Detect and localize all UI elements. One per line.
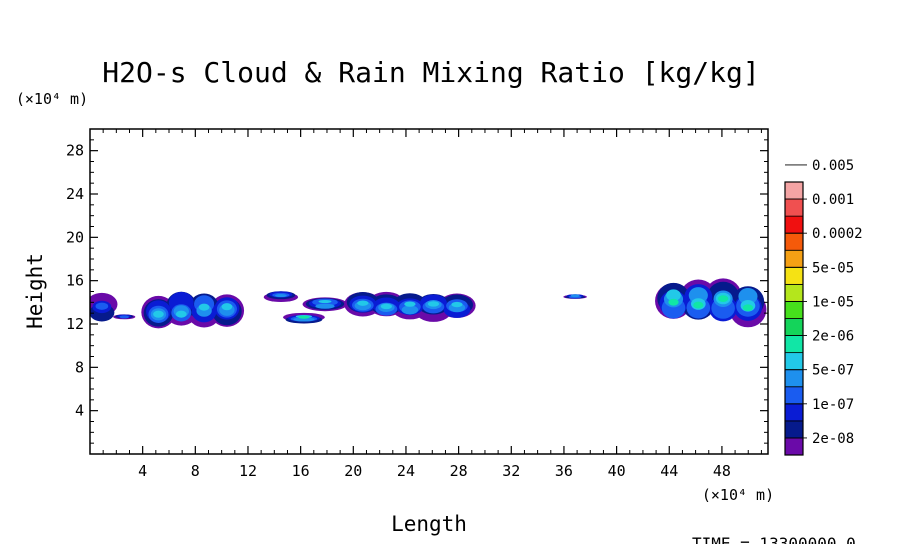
- y-tick-label: 8: [75, 358, 84, 376]
- x-tick-label: 20: [344, 462, 362, 480]
- cloud-contour: [570, 294, 580, 298]
- time-label: TIME = 13300000.0: [692, 534, 856, 544]
- colorbar-swatch: [784, 386, 804, 405]
- cloud-contour: [742, 304, 754, 312]
- y-axis-label: Height: [23, 253, 47, 329]
- x-tick-label: 4: [138, 462, 147, 480]
- cloud-contour: [668, 298, 679, 306]
- cloud-region: [563, 294, 587, 299]
- colorbar-label: 0.0002: [812, 226, 863, 242]
- cloud-region: [90, 292, 118, 322]
- colorbar-frame: [784, 181, 804, 456]
- cloud-field: [90, 278, 767, 329]
- cloud-contour: [688, 287, 708, 304]
- y-tick-label: 12: [66, 315, 84, 333]
- x-tick-label: 12: [239, 462, 257, 480]
- y-tick-label: 16: [66, 272, 84, 290]
- colorbar-swatch: [784, 249, 804, 268]
- chart-title: H2O-s Cloud & Rain Mixing Ratio [kg/kg]: [102, 56, 759, 89]
- colorbar-swatch: [784, 181, 804, 200]
- cloud-contour: [293, 317, 315, 322]
- cloud-contour: [119, 315, 130, 319]
- cloud-contour: [357, 300, 369, 306]
- cloud-contour: [427, 301, 440, 307]
- colorbar-label: 5e-07: [812, 363, 854, 379]
- colorbar-swatch: [784, 198, 804, 217]
- x-tick-label: 28: [450, 462, 468, 480]
- colorbar-swatch: [784, 420, 804, 439]
- colorbar-swatch: [784, 301, 804, 319]
- x-tick-label: 40: [608, 462, 626, 480]
- x-tick-label: 32: [502, 462, 520, 480]
- x-tick-label: 24: [397, 462, 415, 480]
- colorbar-label: 1e-07: [812, 397, 854, 413]
- cloud-contour: [298, 315, 310, 319]
- cloud-contour: [404, 301, 416, 307]
- colorbar-swatch: [784, 215, 804, 234]
- colorbar-swatch: [784, 403, 804, 422]
- colorbar-label: 2e-08: [812, 431, 854, 447]
- x-tick-label: 8: [191, 462, 200, 480]
- colorbar-swatch: [784, 437, 804, 456]
- cloud-contour: [401, 305, 419, 315]
- colorbar: 0.005 0.001 0.0002 5e-05 1e-05 2e-06 5e-07 1e-0…: [784, 158, 863, 456]
- cloud-region: [655, 278, 767, 328]
- cloud-contour: [380, 303, 393, 310]
- colorbar-swatch: [784, 335, 804, 354]
- cloud-region: [113, 314, 136, 320]
- cloud-contour: [718, 295, 729, 302]
- y-tick-label: 28: [66, 142, 84, 160]
- cloud-region: [344, 291, 476, 322]
- x-unit-label: (×10⁴ m): [702, 486, 774, 504]
- y-tick-label: 24: [66, 185, 84, 203]
- x-axis-label: Length: [391, 512, 467, 536]
- x-tick-label: 48: [713, 462, 731, 480]
- y-tick-label: 4: [75, 402, 84, 420]
- cloud-region: [283, 312, 325, 324]
- cloud-contour: [693, 301, 704, 309]
- cloud-contour: [153, 310, 164, 318]
- y-tick-label: 20: [66, 228, 84, 246]
- x-tick-label: 16: [292, 462, 310, 480]
- cloud-contour: [318, 299, 332, 304]
- colorbar-swatch: [784, 318, 804, 336]
- colorbar-swatch: [784, 352, 804, 371]
- colorbar-swatch: [784, 369, 804, 388]
- cloud-contour: [451, 301, 463, 308]
- colorbar-label: 2e-06: [812, 329, 854, 345]
- cloud-contour: [95, 302, 109, 310]
- cloud-region: [302, 297, 348, 312]
- cloud-contour: [221, 303, 233, 311]
- colorbar-swatch: [784, 283, 804, 302]
- cloud-contour: [315, 303, 335, 309]
- cloud-contour: [198, 303, 210, 311]
- cloud-region: [263, 291, 299, 303]
- cloud-contour: [274, 294, 287, 298]
- colorbar-label: 0.005: [812, 158, 854, 174]
- colorbar-swatch: [784, 232, 804, 251]
- x-tick-label: 36: [555, 462, 573, 480]
- y-unit-label: (×10⁴ m): [16, 90, 88, 108]
- colorbar-label: 0.001: [812, 192, 854, 208]
- colorbar-label: 1e-05: [812, 294, 854, 310]
- cloud-contour: [666, 289, 681, 302]
- cloud-region: [141, 291, 245, 329]
- cloud-contour: [738, 288, 758, 305]
- cloud-contour: [175, 310, 187, 318]
- colorbar-swatch: [784, 266, 804, 285]
- x-tick-label: 44: [660, 462, 678, 480]
- colorbar-label: 5e-05: [812, 260, 854, 276]
